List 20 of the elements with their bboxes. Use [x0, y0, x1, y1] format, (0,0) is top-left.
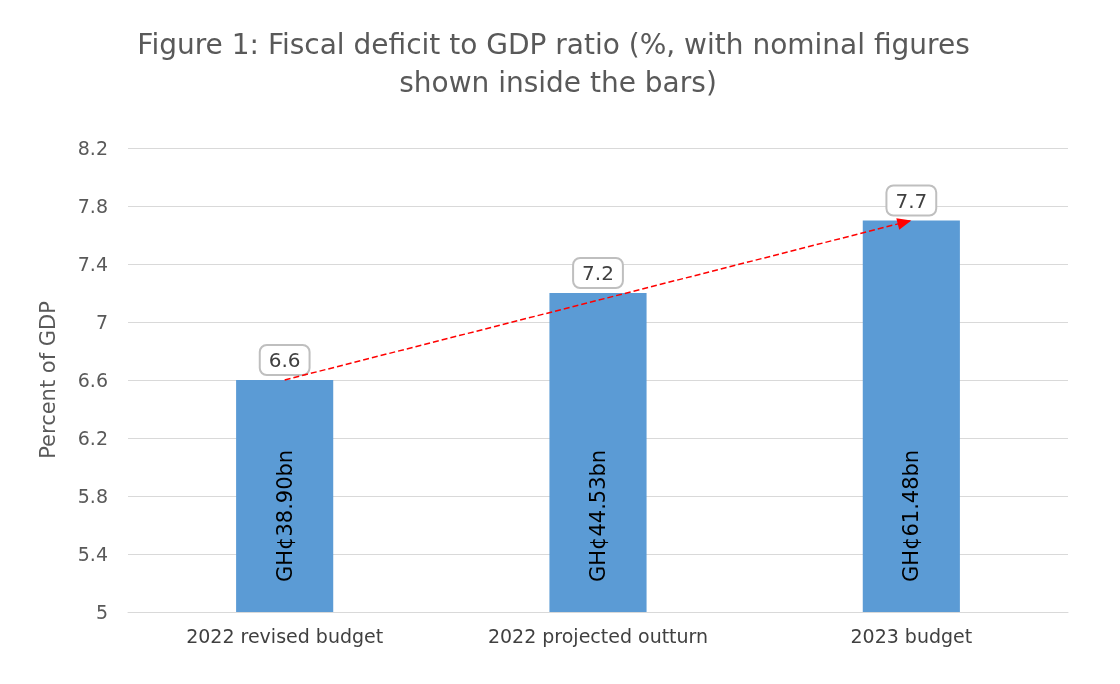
- y-tick-label: 5.4: [77, 543, 108, 565]
- annotation: GH¢38.90bn: [272, 449, 297, 582]
- y-tick-label: 7.4: [77, 253, 108, 275]
- y-tick-label: 6.6: [77, 369, 108, 391]
- y-tick-label: 5.8: [77, 485, 108, 507]
- y-tick-label: 7: [95, 311, 108, 333]
- x-tick-label: 2022 revised budget: [186, 624, 384, 647]
- y-axis-title: Percent of GDP: [35, 301, 60, 459]
- y-tick-label: 7.8: [77, 195, 108, 217]
- x-tick-label: 2022 projected outturn: [487, 624, 709, 647]
- y-tick-label: 6.2: [77, 427, 108, 449]
- y-tick-label: 5: [95, 601, 108, 623]
- data-label: 7.2: [582, 261, 614, 285]
- chart-title: Figure 1: Fiscal deficit to GDP ratio (%, with nominal figures shown inside the bars): [137, 27, 979, 99]
- data-label: 6.6: [268, 348, 301, 372]
- data-label: 7.7: [895, 188, 928, 213]
- y-tick-label: 8.2: [77, 137, 108, 159]
- annotation: GH¢44.53bn: [586, 449, 610, 582]
- annotation: GH¢61.48bn: [899, 449, 924, 582]
- x-tick-label: 2023 budget: [850, 624, 973, 647]
